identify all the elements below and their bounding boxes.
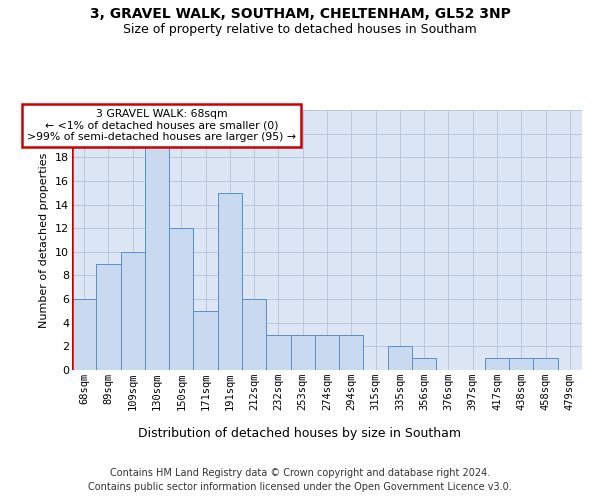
Bar (388, 346, 412, 370)
Bar (218, 192, 242, 370)
Bar (72, 299, 96, 370)
Bar (509, 358, 533, 370)
Bar (533, 358, 558, 370)
Y-axis label: Number of detached properties: Number of detached properties (40, 152, 49, 328)
Text: Contains HM Land Registry data © Crown copyright and database right 2024.: Contains HM Land Registry data © Crown c… (110, 468, 490, 477)
Bar (266, 334, 290, 370)
Bar (290, 334, 315, 370)
Bar (412, 358, 436, 370)
Text: 3 GRAVEL WALK: 68sqm
← <1% of detached houses are smaller (0)
>99% of semi-detac: 3 GRAVEL WALK: 68sqm ← <1% of detached h… (28, 109, 296, 142)
Bar (315, 334, 339, 370)
Bar (339, 334, 364, 370)
Text: Distribution of detached houses by size in Southam: Distribution of detached houses by size … (139, 428, 461, 440)
Bar (169, 228, 193, 370)
Bar (193, 311, 218, 370)
Bar (121, 252, 145, 370)
Bar (145, 146, 169, 370)
Text: Size of property relative to detached houses in Southam: Size of property relative to detached ho… (123, 22, 477, 36)
Text: 3, GRAVEL WALK, SOUTHAM, CHELTENHAM, GL52 3NP: 3, GRAVEL WALK, SOUTHAM, CHELTENHAM, GL5… (89, 8, 511, 22)
Bar (242, 299, 266, 370)
Bar (485, 358, 509, 370)
Bar (96, 264, 121, 370)
Text: Contains public sector information licensed under the Open Government Licence v3: Contains public sector information licen… (88, 482, 512, 492)
